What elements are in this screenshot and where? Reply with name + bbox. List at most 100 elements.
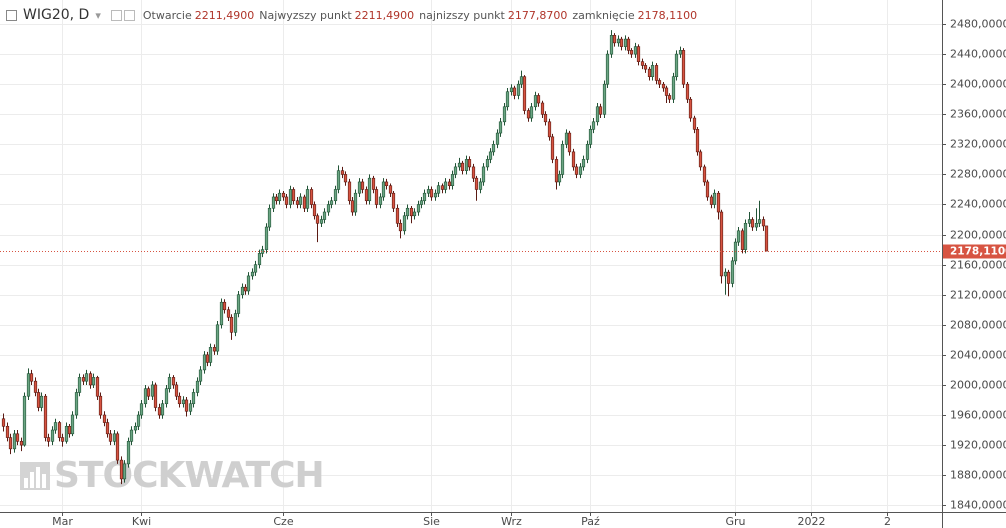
candle-body [253,264,258,273]
candle-body [240,286,245,296]
candle-body [1,418,6,427]
last-price-box [943,244,1006,259]
candle-body [612,35,617,44]
watermark-icon-bar [30,472,34,488]
candle-body [312,204,317,217]
candle-body [647,68,652,77]
y-tick-label: 2000,0000 [950,379,1006,392]
y-tick-label: 2080,0000 [950,319,1006,332]
candle-body [305,189,310,209]
candle-body [139,403,144,416]
candle-body [726,271,731,284]
candle-body [664,87,669,96]
candle-body [457,162,462,168]
candle-body [315,215,320,224]
candle-body [5,425,10,438]
candle-body [522,76,527,111]
y-tick-label: 2480,0000 [950,18,1006,31]
candle-body [661,83,666,89]
collapse-icon[interactable] [6,9,17,21]
candle-body [274,196,279,202]
candle-body [143,388,148,405]
candle-body [74,392,79,416]
field-label: najnizszy punkt [419,8,505,22]
field-label: Otwarcie [142,8,192,22]
y-tick-label: 2040,0000 [950,349,1006,362]
candle-body [667,95,672,100]
candle-body [757,219,762,224]
last-price-label: 2178,1100 [950,246,1006,258]
candle-body [177,395,182,405]
candle-body [53,422,58,431]
candle-body [98,395,103,416]
candle-body [743,222,748,250]
settings-icon[interactable] [110,9,122,21]
candle-body [557,174,562,183]
candle-body [357,181,362,194]
candle-body [298,196,303,205]
candle-body [347,181,352,202]
candle-body [19,441,24,446]
candle-body [598,106,603,115]
candle-body [288,189,293,205]
candle-body [295,200,300,205]
candle-body [264,226,269,250]
y-tick-label: 1960,0000 [950,409,1006,422]
candle-body [422,192,427,202]
candle-body [560,144,565,175]
candle-body [77,377,82,393]
candle-body [222,301,227,311]
candle-body [129,429,134,442]
remove-icon[interactable] [123,9,135,21]
x-tick-label: Cze [273,515,293,528]
candle-body [574,166,579,175]
candle-body [616,38,621,44]
candle-body [81,377,86,382]
candle-body [277,192,282,202]
candle-body [747,219,752,224]
candle-body [636,46,641,62]
candle-body [509,87,514,93]
candle-body [36,392,41,408]
candle-body [453,166,458,175]
candle-body [750,219,755,228]
candle-body [157,407,162,416]
candle-body [291,189,296,202]
candle-body [353,192,358,213]
candle-body [174,384,179,397]
candle-body [681,50,686,85]
candle-body [709,196,714,205]
candle-body [450,174,455,187]
dropdown-icon[interactable]: ▾ [95,8,101,22]
candle-body [164,388,169,405]
candle-body [671,76,676,100]
candle-body [723,271,728,277]
candle-body [119,459,124,480]
candle-body [281,192,286,198]
candle-body [409,207,414,217]
candle-body [595,106,600,123]
candle-body [447,181,452,187]
candle-body [198,369,203,382]
x-tick-label: Kwi [132,515,151,528]
candle-body [712,192,717,205]
candle-body [416,204,421,213]
candle-body [588,129,593,145]
candle-body [674,53,679,77]
candle-body [381,181,386,198]
candle-body [22,395,27,446]
candle-body [136,414,141,427]
candle-body [171,377,176,386]
candle-body [302,196,307,209]
candle-body [657,80,662,85]
candle-body [591,121,596,130]
candle-body [333,189,338,202]
candle-body [12,433,17,450]
candle-body [529,106,534,119]
candle-body [326,204,331,213]
symbol: WIG20, D [23,7,90,23]
candle-body [585,144,590,160]
candle-body [257,253,262,265]
candle-body [436,185,441,194]
